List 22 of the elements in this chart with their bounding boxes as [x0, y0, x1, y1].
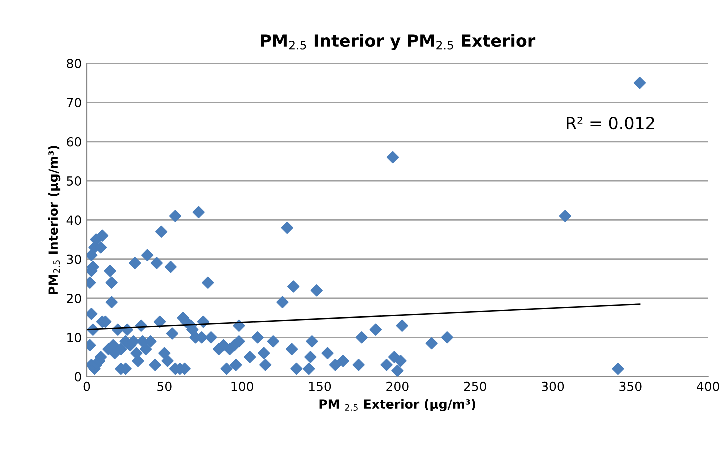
y-tick-label: 80	[67, 59, 82, 68]
y-tick-label: 50	[67, 176, 82, 186]
y-tick-label: 40	[66, 216, 82, 226]
y-tick-label: 60	[67, 137, 82, 147]
x-tick-label: 0	[84, 382, 90, 392]
x-tick-label: 100	[232, 382, 254, 392]
x-tick-label: 300	[542, 382, 564, 392]
y-tick-label: 70	[67, 98, 82, 108]
x-tick-label: 50	[158, 382, 172, 392]
x-axis-title: PM $_{2.5}$ Exterior (µg/m³)	[320, 399, 476, 412]
x-tick-label: 350	[620, 382, 642, 392]
y-tick-label: 10	[68, 333, 82, 343]
x-tick-label: 400	[697, 382, 720, 392]
y-axis-title: PM$_{2.5}$ Interior (µg/m³)	[48, 146, 61, 294]
annotation: R² = 0.012	[567, 116, 654, 130]
y-tick-label: 0	[75, 372, 82, 382]
x-tick-label: 200	[386, 382, 409, 392]
y-tick-label: 30	[67, 254, 82, 264]
y-tick-label: 20	[67, 294, 82, 304]
x-tick-label: 150	[309, 382, 332, 392]
x-tick-label: 250	[464, 382, 486, 392]
chart-title: PM$_{2.5}$ Interior y PM$_{2.5}$ Exterior	[261, 34, 536, 50]
